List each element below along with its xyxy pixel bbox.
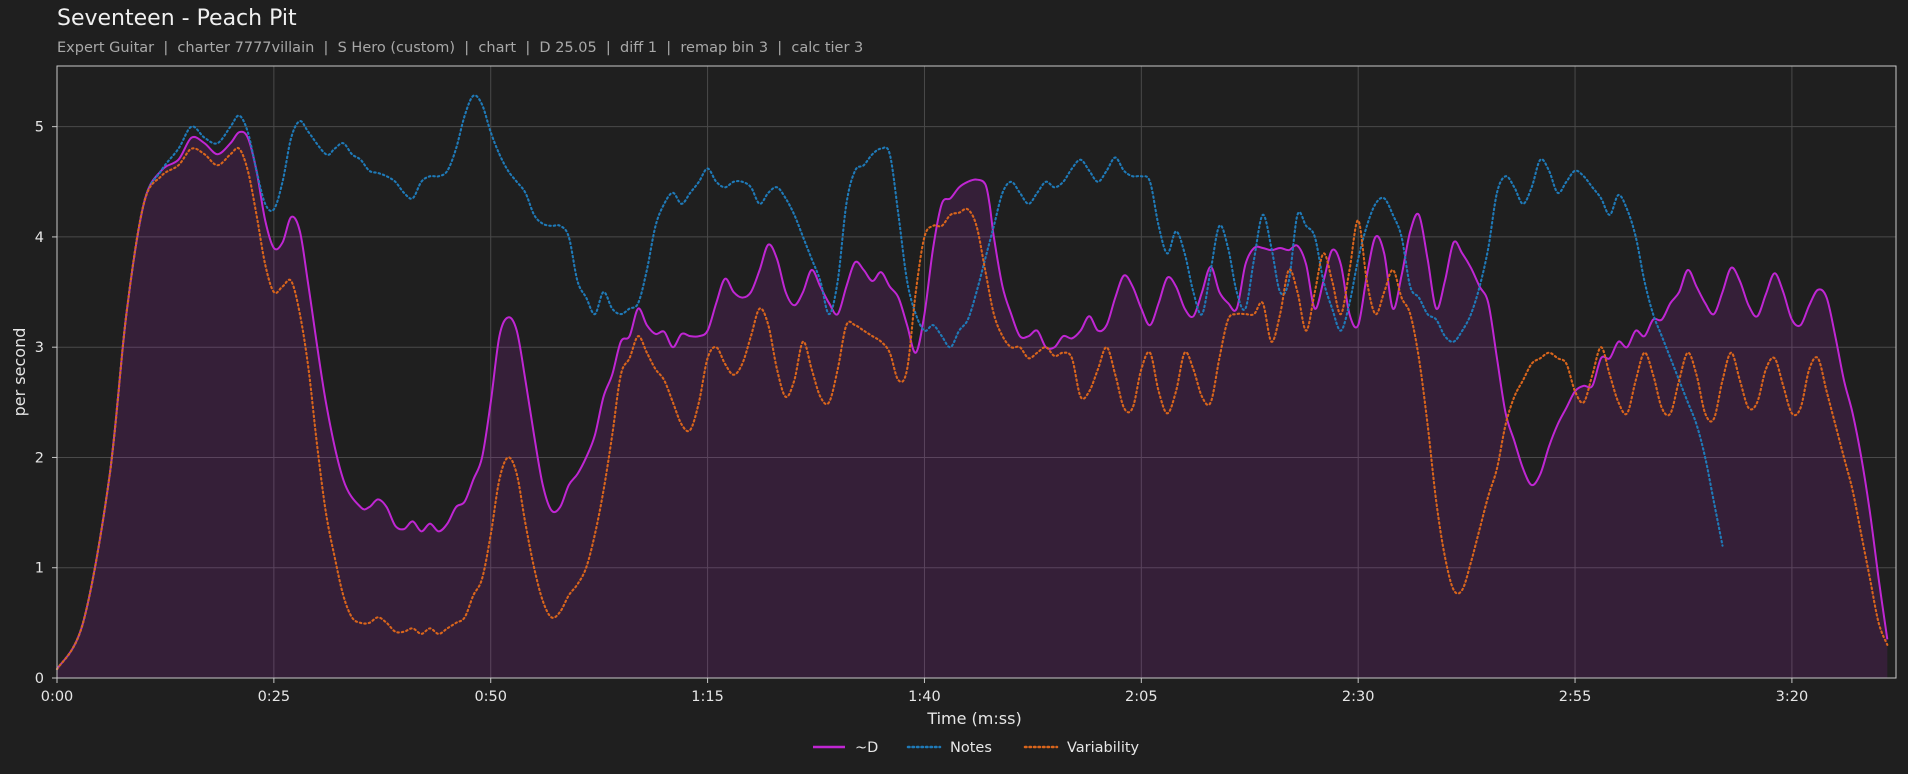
y-tick-label: 4 — [35, 230, 44, 246]
plot-area — [57, 66, 1896, 678]
chart-subtitle: Expert Guitar | charter 7777villain | S … — [57, 40, 864, 56]
y-tick-label: 1 — [35, 561, 44, 577]
x-tick-label: 0:25 — [258, 689, 291, 705]
y-tick-label: 2 — [35, 450, 44, 466]
plot-frame — [56, 65, 1897, 679]
legend-label-1: Notes — [950, 740, 992, 756]
x-tick-label: 1:15 — [691, 689, 724, 705]
legend-label-2: Variability — [1067, 740, 1140, 756]
x-tick-label: 1:40 — [908, 689, 941, 705]
series-line-2 — [55, 146, 1889, 671]
x-tick-label: 3:20 — [1776, 689, 1809, 705]
x-axis-label: Time (m:ss) — [926, 709, 1021, 728]
x-tick-label: 0:00 — [41, 689, 74, 705]
x-tick-label: 2:30 — [1342, 689, 1375, 705]
y-tick-label: 5 — [35, 120, 44, 136]
y-axis-label: per second — [10, 328, 29, 417]
x-tick-label: 2:05 — [1125, 689, 1158, 705]
series-line-1 — [55, 94, 1724, 671]
x-tick-label: 2:55 — [1559, 689, 1592, 705]
series-line-0 — [56, 130, 1889, 670]
legend-label-0: ~D — [855, 740, 878, 756]
y-tick-label: 3 — [35, 340, 44, 356]
chart-title: Seventeen - Peach Pit — [57, 6, 297, 31]
x-tick-label: 0:50 — [474, 689, 507, 705]
y-tick-label: 0 — [35, 671, 44, 687]
series-fill-0 — [57, 131, 1888, 679]
